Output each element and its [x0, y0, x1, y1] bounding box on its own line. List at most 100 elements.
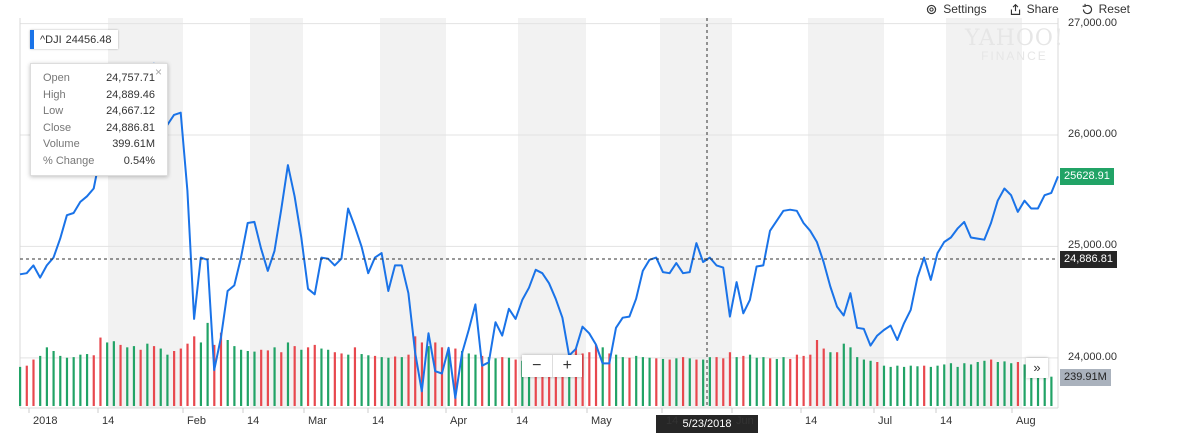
- volume-bar: [802, 355, 805, 406]
- y-tick-label: 27,000.00: [1068, 16, 1117, 29]
- volume-bar: [849, 347, 852, 406]
- volume-bar: [1003, 361, 1006, 406]
- tooltip-label: % Change: [43, 154, 95, 167]
- volume-bar: [581, 353, 584, 406]
- volume-bar: [1010, 363, 1013, 406]
- volume-bar: [25, 365, 28, 406]
- tooltip-value: 0.54%: [123, 154, 155, 167]
- volume-bar: [963, 363, 966, 406]
- volume-bar: [554, 358, 557, 406]
- volume-bar: [635, 355, 638, 406]
- volume-bar: [333, 352, 336, 406]
- volume-bar: [574, 348, 578, 406]
- volume-bar: [708, 357, 711, 406]
- volume-bar: [32, 359, 35, 406]
- volume-bar: [72, 357, 75, 406]
- volume-bar: [327, 349, 330, 406]
- crosshair-price-tag: 24,886.81: [1060, 251, 1117, 269]
- month-band: [250, 18, 303, 408]
- volume-bar: [52, 351, 55, 406]
- zoom-out-button[interactable]: −: [522, 355, 553, 377]
- tooltip-row: Volume 399.61M: [31, 136, 167, 153]
- volume-bar: [762, 357, 765, 406]
- volume-bar: [132, 346, 136, 406]
- volume-bar: [923, 365, 926, 406]
- volume-bar: [588, 352, 591, 406]
- volume-bar: [400, 357, 403, 406]
- y-tick-label: 24,000.00: [1068, 350, 1117, 363]
- volume-bar: [313, 344, 316, 406]
- volume-bar: [420, 342, 424, 406]
- settings-button[interactable]: Settings: [925, 2, 987, 16]
- x-tick-label: 14: [516, 415, 529, 427]
- volume-bar: [367, 355, 370, 406]
- volume-bar: [889, 366, 892, 406]
- volume-bar: [534, 358, 537, 406]
- volume-bar: [474, 354, 477, 406]
- volume-bar: [856, 357, 859, 406]
- volume-bar: [755, 357, 758, 406]
- share-button[interactable]: Share: [1009, 2, 1059, 16]
- volume-bar: [260, 349, 263, 406]
- volume-bar: [976, 362, 979, 406]
- zoom-in-button[interactable]: +: [562, 357, 572, 374]
- gear-icon: [927, 4, 937, 14]
- volume-bar: [735, 357, 738, 406]
- volume-bar: [916, 366, 919, 406]
- volume-bar: [943, 364, 946, 406]
- volume-bar: [1050, 376, 1053, 406]
- volume-bar: [775, 358, 778, 406]
- volume-bar: [896, 365, 899, 406]
- tooltip-label: Close: [43, 121, 72, 134]
- volume-bar: [193, 336, 196, 406]
- volume-bar: [233, 346, 236, 406]
- month-band: [946, 18, 1022, 408]
- volume-bar: [795, 354, 799, 406]
- volume-bar: [1016, 362, 1020, 406]
- volume-bar: [882, 365, 886, 406]
- tooltip-label: Low: [43, 105, 64, 117]
- volume-bar: [648, 357, 651, 406]
- volume-bar: [280, 352, 283, 406]
- volume-bar: [126, 347, 129, 406]
- scroll-right-button[interactable]: »: [1026, 358, 1048, 378]
- volume-bar: [226, 340, 229, 406]
- tooltip-value: 24,667.12: [106, 105, 155, 117]
- reset-button[interactable]: Reset: [1081, 2, 1130, 16]
- volume-bar: [829, 352, 832, 406]
- volume-bar: [936, 365, 939, 406]
- volume-bar: [79, 354, 82, 406]
- ticker-value: 24456.48: [65, 33, 112, 46]
- volume-bar: [300, 349, 303, 406]
- volume-bar: [956, 366, 959, 406]
- volume-bar: [628, 357, 631, 406]
- volume-bar: [447, 351, 450, 406]
- tooltip-row: Low 24,667.12: [31, 103, 167, 120]
- volume-bar: [722, 358, 725, 406]
- logo-line1: YAHOO!: [965, 26, 1064, 51]
- volume-bar: [842, 343, 845, 406]
- volume-bar: [106, 342, 109, 406]
- volume-bar: [902, 366, 906, 406]
- volume-bar: [601, 347, 604, 406]
- x-tick-label: Apr: [450, 415, 468, 427]
- volume-bar: [514, 359, 517, 406]
- volume-bar: [293, 346, 296, 406]
- volume-bar: [1043, 365, 1046, 406]
- volume-bar: [434, 342, 437, 406]
- volume-bar: [507, 357, 511, 406]
- tooltip-close-icon[interactable]: ×: [154, 65, 162, 79]
- ticker-badge[interactable]: ^DJI 24456.48: [30, 30, 118, 49]
- tooltip-label: Volume: [43, 138, 80, 150]
- volume-bar: [199, 342, 203, 406]
- tooltip-row: High 24,889.46: [31, 87, 167, 104]
- last-price-tag: 25628.91: [1060, 168, 1114, 186]
- x-tick-label: 14: [940, 415, 953, 427]
- volume-bar: [487, 357, 490, 406]
- x-tick-label: 14: [102, 415, 115, 427]
- volume-tag: 239.91M: [1060, 369, 1111, 386]
- volume-bar: [186, 343, 189, 406]
- volume-bar: [427, 346, 430, 406]
